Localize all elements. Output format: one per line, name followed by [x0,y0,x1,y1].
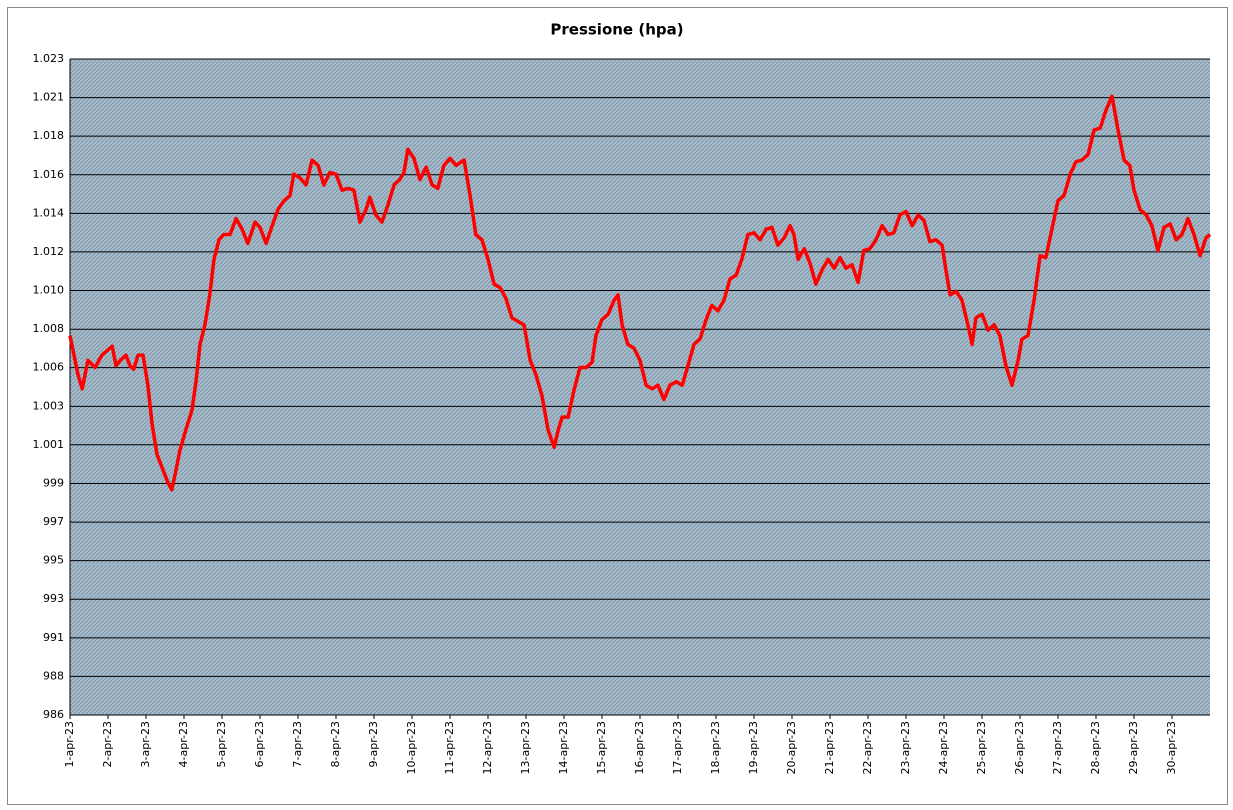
y-tick-label: 1.006 [33,361,65,374]
x-tick-label: 7-apr-23 [291,721,304,767]
x-tick-label: 3-apr-23 [139,721,152,767]
x-tick-label: 19-apr-23 [747,721,760,774]
x-tick-label: 24-apr-23 [937,721,950,774]
x-tick-label: 22-apr-23 [861,721,874,774]
x-tick-label: 25-apr-23 [975,721,988,774]
x-tick-label: 23-apr-23 [899,721,912,774]
x-tick-label: 4-apr-23 [177,721,190,767]
plot-area [70,59,1210,715]
y-tick-label: 988 [43,669,64,682]
x-tick-label: 20-apr-23 [785,721,798,774]
chart-title: Pressione (hpa) [550,21,683,39]
x-tick-label: 17-apr-23 [671,721,684,774]
y-tick-label: 997 [43,515,64,528]
y-tick-label: 991 [43,631,64,644]
x-tick-label: 15-apr-23 [595,721,608,774]
y-tick-label: 1.010 [33,284,65,297]
x-tick-label: 21-apr-23 [823,721,836,774]
x-tick-label: 9-apr-23 [367,721,380,767]
y-tick-label: 1.001 [33,438,65,451]
x-tick-label: 8-apr-23 [329,721,342,767]
x-tick-label: 30-apr-23 [1165,721,1178,774]
y-tick-label: 995 [43,554,64,567]
x-tick-label: 26-apr-23 [1013,721,1026,774]
x-tick-label: 14-apr-23 [557,721,570,774]
y-tick-label: 986 [43,708,64,721]
x-tick-label: 5-apr-23 [215,721,228,767]
y-tick-label: 1.023 [33,52,65,65]
y-tick-label: 1.016 [33,168,65,181]
y-tick-label: 1.012 [33,245,65,258]
x-tick-label: 13-apr-23 [519,721,532,774]
y-tick-label: 1.008 [33,322,65,335]
x-tick-label: 16-apr-23 [633,721,646,774]
y-tick-label: 993 [43,592,64,605]
y-tick-label: 1.014 [33,206,65,219]
x-tick-label: 6-apr-23 [253,721,266,767]
y-tick-label: 1.021 [33,91,65,104]
y-tick-label: 1.003 [33,399,65,412]
x-tick-label: 11-apr-23 [443,721,456,774]
x-tick-label: 28-apr-23 [1089,721,1102,774]
y-tick-label: 1.018 [33,129,65,142]
x-tick-label: 1-apr-23 [63,721,76,767]
x-tick-label: 29-apr-23 [1127,721,1140,774]
data-line [68,94,1212,492]
y-tick-label: 999 [43,476,64,489]
x-tick-label: 27-apr-23 [1051,721,1064,774]
x-tick-label: 2-apr-23 [101,721,114,767]
x-tick-label: 10-apr-23 [405,721,418,774]
x-tick-label: 18-apr-23 [709,721,722,774]
x-tick-label: 12-apr-23 [481,721,494,774]
